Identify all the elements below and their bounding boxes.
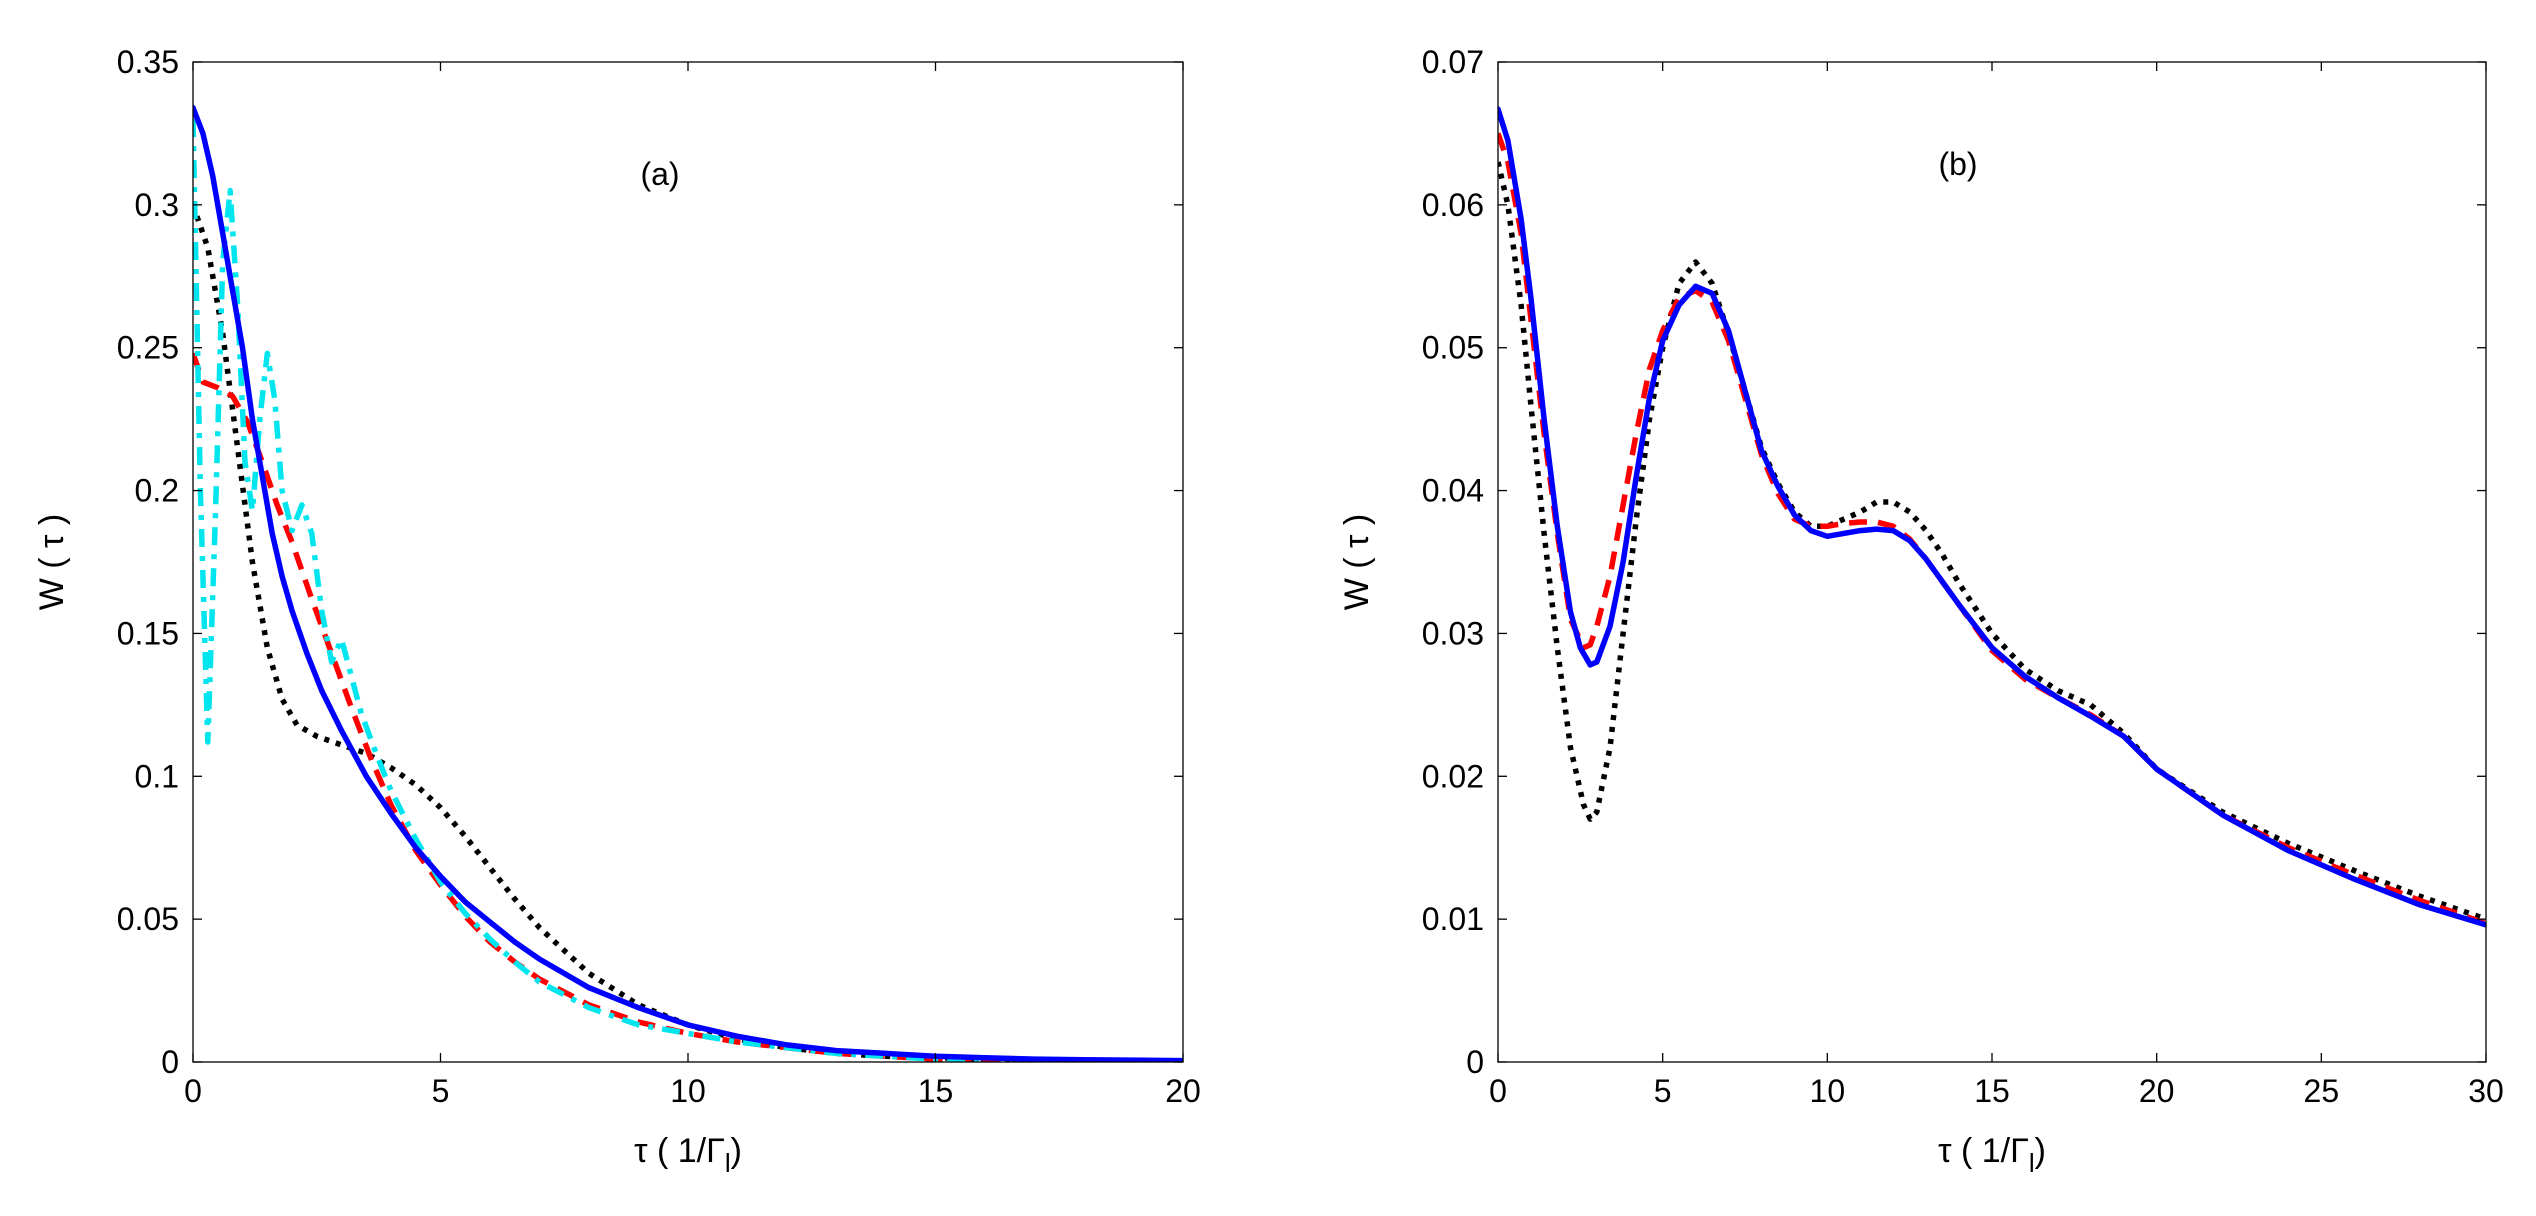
x-axis-label-a: τ ( 1/Γl) xyxy=(634,1132,742,1178)
series-layer-a xyxy=(193,104,1183,1062)
x-tick-label: 5 xyxy=(432,1073,450,1109)
y-tick-label: 0.05 xyxy=(1422,330,1484,366)
x-tick-label: 5 xyxy=(1654,1073,1672,1109)
y-tick-label: 0.07 xyxy=(1422,44,1484,80)
x-axis-label-sub-b: l xyxy=(2029,1148,2035,1178)
x-tick-label: 0 xyxy=(184,1073,202,1109)
x-axis-label-b: τ ( 1/Γl) xyxy=(1938,1132,2046,1178)
y-axis-label-b: W ( τ ) xyxy=(1338,514,1376,611)
y-tick-label: 0 xyxy=(161,1044,179,1080)
ticks-b: 0 5 10 15 20 25 30 0 0.01 0.02 0.03 0.04 0.05 0.06 0.0… xyxy=(1422,44,2504,1109)
x-tick-label: 15 xyxy=(1974,1073,2010,1109)
series-line-b-solid xyxy=(1498,106,2486,928)
y-tick-label: 0.03 xyxy=(1422,615,1484,651)
panel-label-a: (a) xyxy=(640,156,679,192)
plot-frame-a xyxy=(192,61,1184,1063)
y-tick-label: 0.06 xyxy=(1422,187,1484,223)
chart-panel-b: 0 5 10 15 20 25 30 0 0.01 0.02 0.03 0.04 0.05 0.06 0.0… xyxy=(1338,44,2504,1178)
plot-frame-b xyxy=(1497,61,2487,1063)
x-axis-label-sub-a: l xyxy=(725,1148,731,1178)
series-line-a-solid xyxy=(193,104,1183,1062)
y-tick-label: 0.04 xyxy=(1422,473,1484,509)
x-axis-label-main-b: τ ( 1/Γ xyxy=(1938,1132,2029,1170)
x-axis-label-main-a: τ ( 1/Γ xyxy=(634,1132,725,1170)
y-tick-label: 0 xyxy=(1466,1044,1484,1080)
chart-panel-a: 0 5 10 15 20 0 0.05 0.1 0.15 0.2 0.25 0.3 0.35 (a) τ… xyxy=(33,44,1201,1178)
x-axis-label-close-b: ) xyxy=(2035,1132,2046,1170)
x-axis-label-close-a: ) xyxy=(731,1132,742,1170)
x-tick-label: 0 xyxy=(1489,1073,1507,1109)
series-line-a-dashed xyxy=(193,352,1183,1062)
x-tick-label: 30 xyxy=(2468,1073,2504,1109)
series-line-a-dash-dot xyxy=(193,119,986,1062)
x-tick-label: 20 xyxy=(2139,1073,2175,1109)
x-tick-label: 20 xyxy=(1165,1073,1201,1109)
series-layer-b xyxy=(1498,106,2486,928)
y-tick-label: 0.05 xyxy=(117,901,179,937)
y-tick-label: 0.35 xyxy=(117,44,179,80)
y-tick-label: 0.25 xyxy=(117,330,179,366)
series-line-b-dotted xyxy=(1498,161,2486,922)
x-tick-label: 10 xyxy=(1810,1073,1846,1109)
y-tick-label: 0.01 xyxy=(1422,901,1484,937)
y-tick-label: 0.2 xyxy=(135,473,179,509)
y-tick-label: 0.15 xyxy=(117,615,179,651)
series-line-a-dotted xyxy=(193,204,1183,1062)
series-line-b-dashed xyxy=(1498,132,2486,926)
y-tick-label: 0.3 xyxy=(135,187,179,223)
y-tick-label: 0.1 xyxy=(135,758,179,794)
ticks-a: 0 5 10 15 20 0 0.05 0.1 0.15 0.2 0.25 0.3 0.35 xyxy=(117,44,1201,1109)
x-tick-label: 10 xyxy=(670,1073,706,1109)
x-tick-label: 15 xyxy=(918,1073,954,1109)
y-tick-label: 0.02 xyxy=(1422,758,1484,794)
y-axis-label-a: W ( τ ) xyxy=(33,514,71,611)
panel-label-b: (b) xyxy=(1938,146,1977,182)
x-tick-label: 25 xyxy=(2304,1073,2340,1109)
